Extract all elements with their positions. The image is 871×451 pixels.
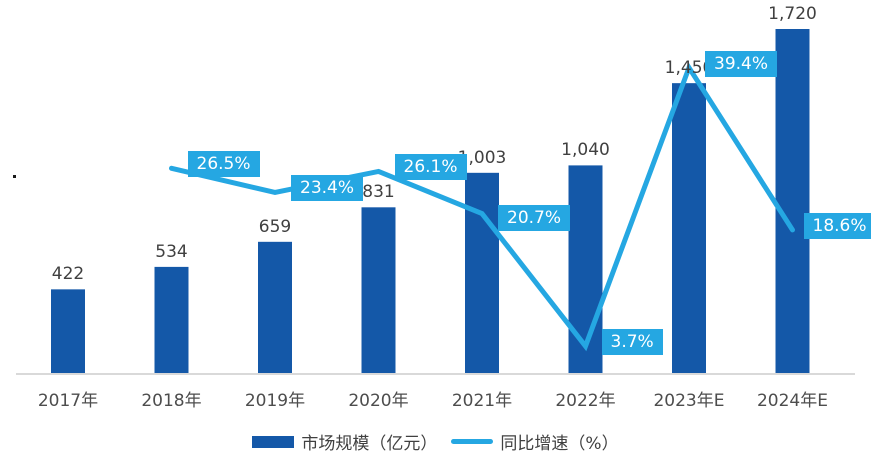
bar-2024年E — [775, 29, 810, 374]
growth-rate-line — [169, 62, 795, 352]
bar-2019年 — [258, 241, 292, 374]
legend-item-growth-rate: 同比增速（%） — [451, 429, 619, 451]
bar-2023年E — [672, 83, 706, 374]
bar-2018年 — [154, 266, 189, 374]
chart-legend: 市场规模（亿元） 同比增速（%） — [0, 429, 871, 451]
bar-2017年 — [51, 289, 85, 374]
legend-label-market-size: 市场规模（亿元） — [301, 434, 438, 451]
legend-bar-swatch-icon — [252, 435, 295, 448]
legend-line-swatch-icon — [451, 439, 494, 444]
legend-item-market-size: 市场规模（亿元） — [252, 429, 437, 451]
legend-label-growth-rate: 同比增速（%） — [500, 434, 619, 451]
bar-2020年 — [361, 207, 396, 374]
bar-2021年 — [465, 172, 499, 374]
stray-dot-artifact — [13, 175, 16, 178]
